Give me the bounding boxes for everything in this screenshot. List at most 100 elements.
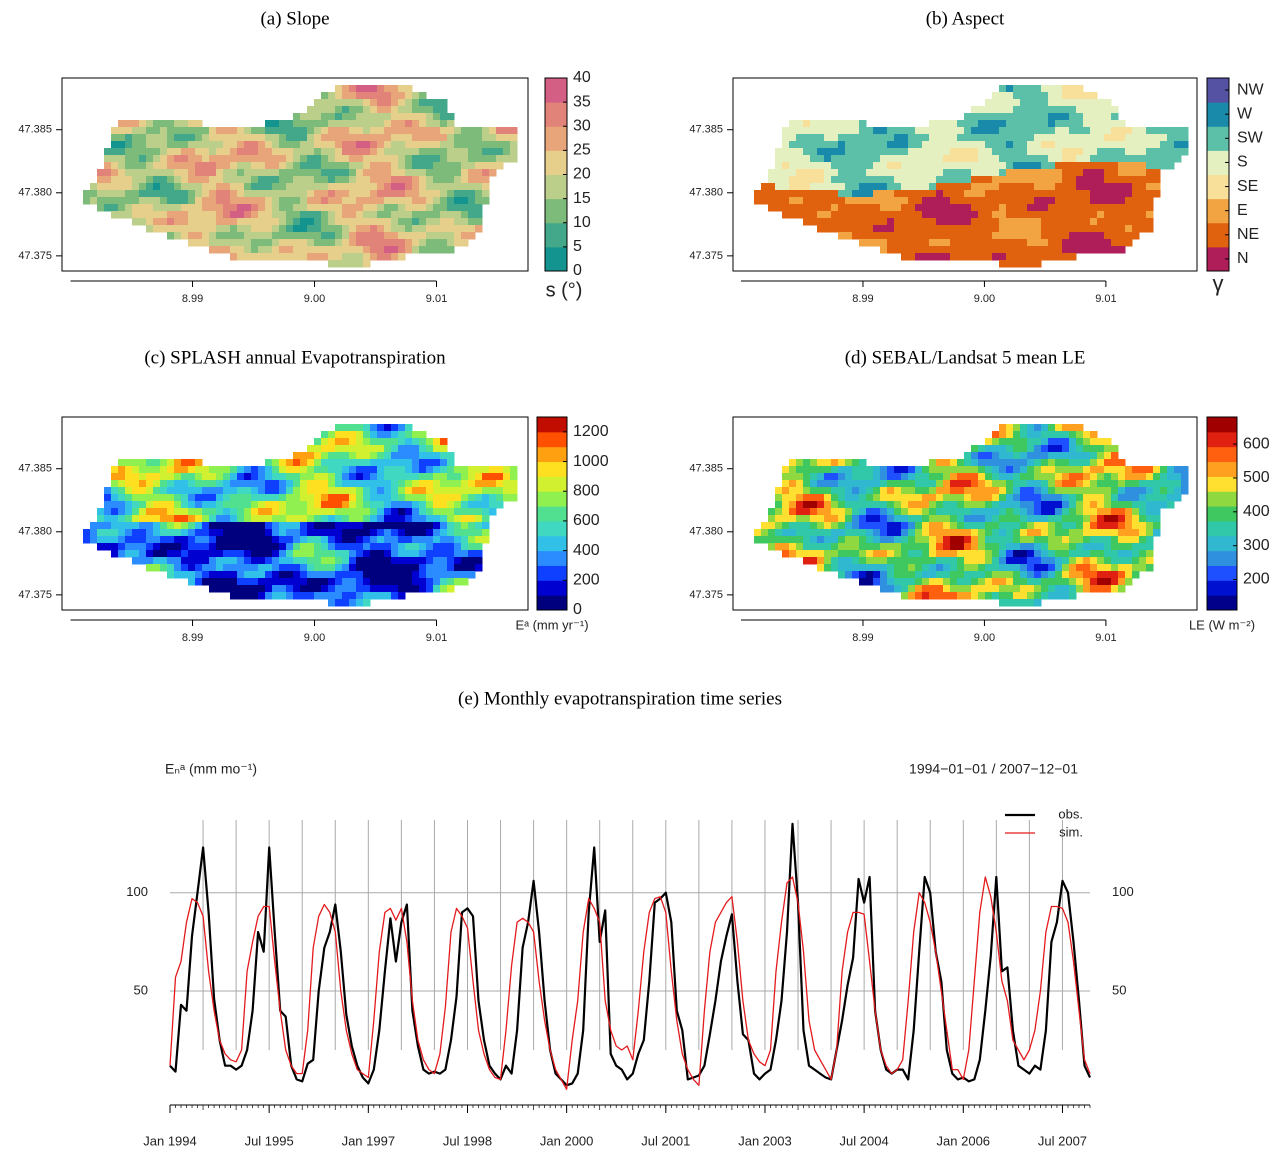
raster-cell <box>146 176 154 184</box>
raster-cell <box>188 148 196 156</box>
raster-cell <box>1034 431 1042 439</box>
raster-cell <box>971 452 979 460</box>
raster-cell <box>999 197 1007 205</box>
raster-cell <box>405 218 413 226</box>
raster-cell <box>929 239 937 247</box>
raster-cell <box>314 246 322 254</box>
raster-cell <box>286 190 294 198</box>
raster-cell <box>1034 515 1042 523</box>
raster-cell <box>356 550 364 558</box>
raster-cell <box>202 571 210 579</box>
raster-cell <box>1034 106 1042 114</box>
raster-cell <box>824 487 832 495</box>
raster-cell <box>1111 550 1119 558</box>
raster-cell <box>489 148 497 156</box>
raster-cell <box>1069 529 1077 537</box>
raster-cell <box>796 501 804 509</box>
raster-cell <box>398 162 406 170</box>
raster-cell <box>272 578 280 586</box>
raster-cell <box>370 246 378 254</box>
raster-cell <box>111 536 119 544</box>
raster-cell <box>992 452 1000 460</box>
raster-cell <box>265 480 273 488</box>
raster-cell <box>943 571 951 579</box>
raster-cell <box>1097 543 1105 551</box>
raster-cell <box>1041 169 1049 177</box>
raster-cell <box>1055 218 1063 226</box>
raster-cell <box>328 106 336 114</box>
raster-cell <box>356 522 364 530</box>
raster-cell <box>1048 99 1056 107</box>
raster-cell <box>810 522 818 530</box>
raster-cell <box>845 508 853 516</box>
raster-cell <box>1055 536 1063 544</box>
raster-cell <box>356 431 364 439</box>
raster-cell <box>1083 169 1091 177</box>
raster-cell <box>405 211 413 219</box>
raster-cell <box>929 190 937 198</box>
raster-cell <box>412 466 420 474</box>
raster-cell <box>356 592 364 600</box>
raster-cell <box>237 183 245 191</box>
raster-cell <box>153 466 161 474</box>
raster-cell <box>1048 225 1056 233</box>
raster-cell <box>1167 134 1175 142</box>
raster-cell <box>146 162 154 170</box>
raster-cell <box>314 106 322 114</box>
raster-cell <box>992 578 1000 586</box>
raster-cell <box>237 253 245 261</box>
raster-cell <box>202 536 210 544</box>
colorbar-tick-label: 600 <box>1243 435 1270 452</box>
raster-cell <box>887 127 895 135</box>
raster-cell <box>258 536 266 544</box>
raster-cell <box>300 585 308 593</box>
raster-cell <box>335 431 343 439</box>
raster-cell <box>244 176 252 184</box>
raster-cell <box>412 571 420 579</box>
raster-cell <box>1111 487 1119 495</box>
raster-cell <box>845 197 853 205</box>
raster-cell <box>1069 148 1077 156</box>
raster-cell <box>244 501 252 509</box>
raster-cell <box>384 113 392 121</box>
raster-cell <box>1097 487 1105 495</box>
raster-cell <box>342 592 350 600</box>
colorbar-tick-label: 25 <box>573 142 591 159</box>
raster-cell <box>1027 239 1035 247</box>
raster-cell <box>1013 480 1021 488</box>
raster-cell <box>1076 508 1084 516</box>
raster-cell <box>1111 445 1119 453</box>
raster-cell <box>817 466 825 474</box>
raster-cell <box>866 169 874 177</box>
raster-cell <box>1146 564 1154 572</box>
raster-cell <box>1146 480 1154 488</box>
raster-cell <box>971 169 979 177</box>
raster-cell <box>272 536 280 544</box>
raster-cell <box>971 494 979 502</box>
raster-cell <box>139 148 147 156</box>
raster-cell <box>230 515 238 523</box>
raster-cell <box>1006 543 1014 551</box>
raster-cell <box>223 225 231 233</box>
raster-cell <box>894 134 902 142</box>
raster-cell <box>468 183 476 191</box>
raster-cell <box>335 120 343 128</box>
raster-cell <box>1034 564 1042 572</box>
raster-cell <box>132 183 140 191</box>
raster-cell <box>852 564 860 572</box>
raster-cell <box>1020 162 1028 170</box>
raster-cell <box>447 578 455 586</box>
raster-cell <box>139 183 147 191</box>
raster-cell <box>363 211 371 219</box>
raster-cell <box>1048 141 1056 149</box>
raster-cell <box>321 592 329 600</box>
raster-cell <box>1027 487 1035 495</box>
raster-cell <box>426 445 434 453</box>
raster-cell <box>1097 232 1105 240</box>
raster-cell <box>398 578 406 586</box>
raster-cell <box>1041 508 1049 516</box>
raster-cell <box>999 211 1007 219</box>
raster-cell <box>873 176 881 184</box>
raster-cell <box>300 134 308 142</box>
raster-cell <box>999 599 1007 607</box>
